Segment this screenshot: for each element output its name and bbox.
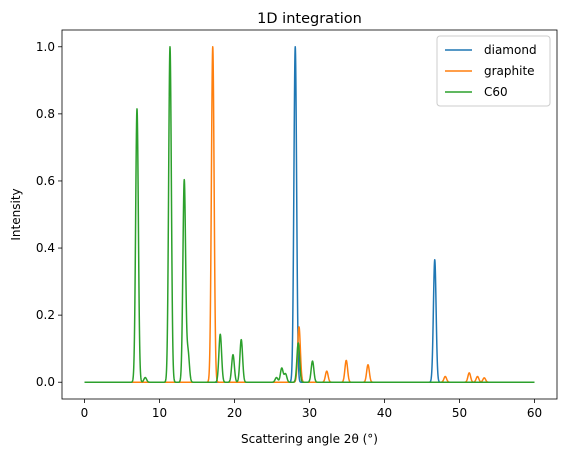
y-tick-label: 0.2 [36, 308, 55, 322]
chart-title: 1D integration [257, 11, 362, 27]
legend-label-c60: C60 [484, 85, 508, 99]
y-axis: 0.0 0.2 0.4 0.6 0.8 1.0 [36, 40, 62, 389]
legend-box [436, 35, 551, 107]
series-line-c60 [83, 46, 536, 383]
x-tick-label: 0 [81, 406, 89, 420]
series-group [83, 46, 536, 383]
y-tick-label: 0.0 [36, 375, 55, 389]
legend: diamond graphite C60 [436, 35, 551, 107]
legend-label-graphite: graphite [484, 64, 535, 78]
y-tick-label: 0.4 [36, 241, 55, 255]
y-tick-label: 0.8 [36, 107, 55, 121]
y-tick-label: 1.0 [36, 40, 55, 54]
x-tick-label: 40 [377, 406, 392, 420]
x-tick-label: 50 [452, 406, 467, 420]
x-axis: 0 10 20 30 40 50 60 [81, 399, 542, 420]
y-axis-label: Intensity [9, 188, 23, 240]
x-tick-label: 20 [227, 406, 242, 420]
y-tick-label: 0.6 [36, 174, 55, 188]
x-tick-label: 30 [302, 406, 317, 420]
legend-label-diamond: diamond [484, 43, 537, 57]
x-tick-label: 60 [527, 406, 542, 420]
x-tick-label: 10 [152, 406, 167, 420]
x-axis-label: Scattering angle 2θ (°) [241, 432, 378, 446]
